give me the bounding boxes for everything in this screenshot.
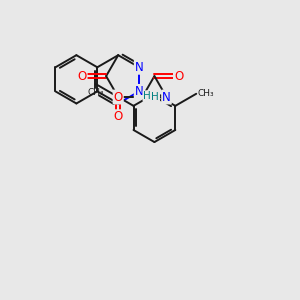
Text: H: H [152,92,159,102]
Text: N: N [135,61,143,74]
Text: N: N [162,91,171,103]
Text: O: O [114,110,123,123]
Text: CH₃: CH₃ [88,88,104,97]
Text: CH₃: CH₃ [198,89,214,98]
Text: O: O [114,91,123,103]
Text: N: N [135,85,143,98]
Text: O: O [174,70,183,83]
Text: O: O [77,70,87,83]
Text: H: H [143,91,151,101]
